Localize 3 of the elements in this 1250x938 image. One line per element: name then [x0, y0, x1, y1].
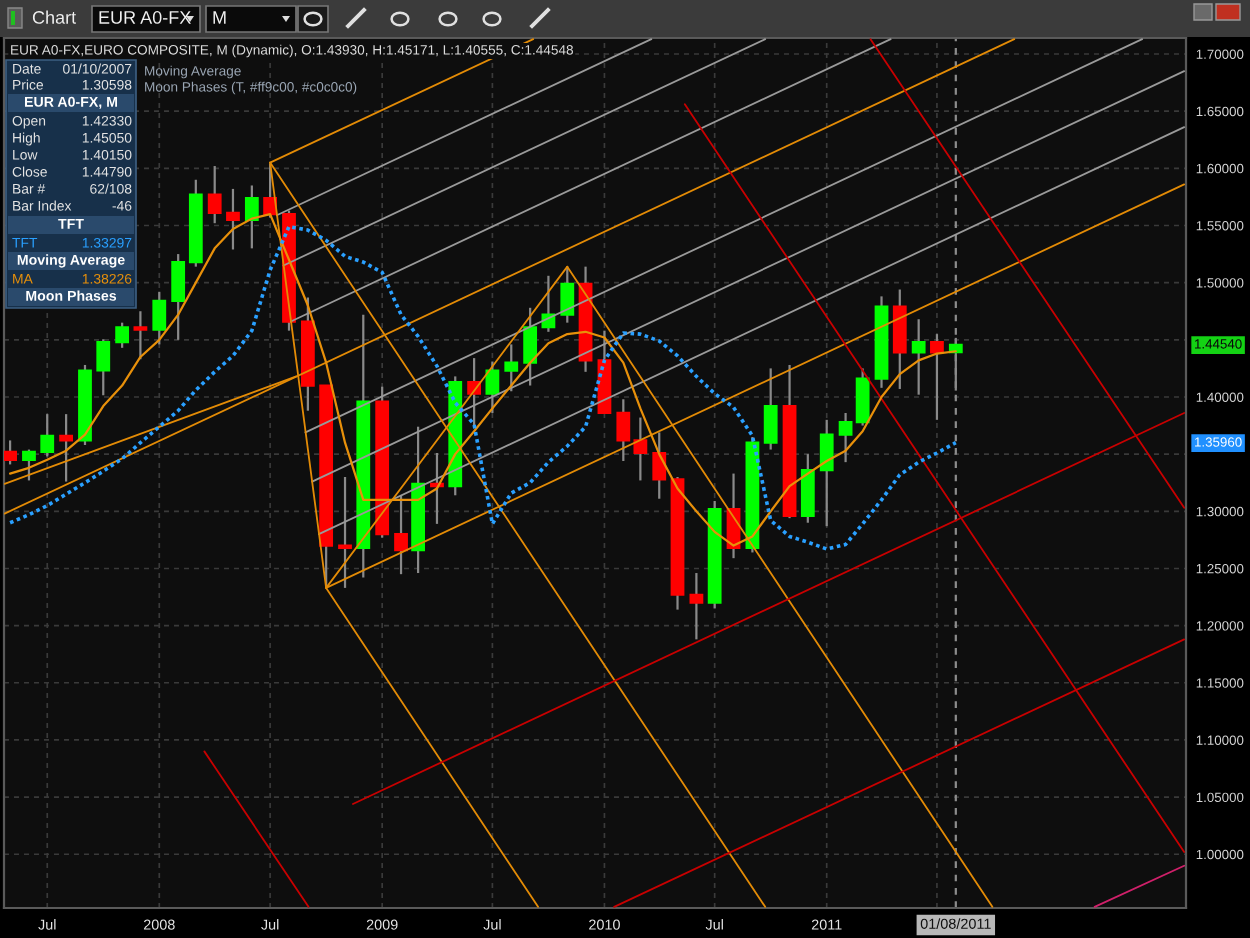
text: EUR A0-FX: [99, 11, 191, 24]
text: M: [213, 11, 226, 24]
text: Chart: [32, 10, 77, 24]
